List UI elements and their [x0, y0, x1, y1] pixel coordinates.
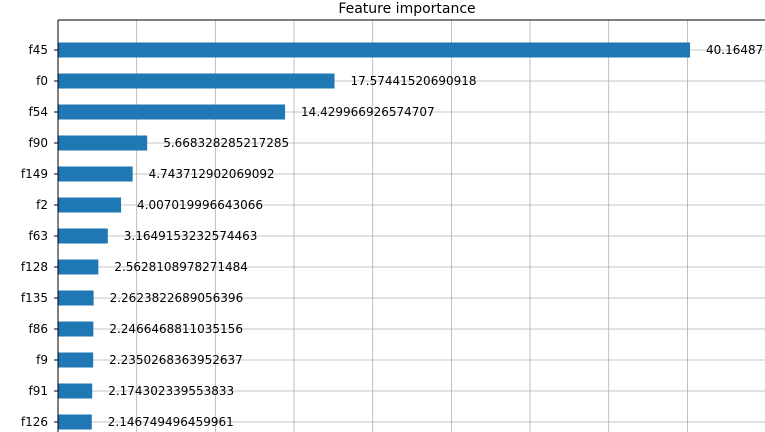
y-tick-labels: f45 f0 f54 f90 f149 f2 f63 f128 f135 f86 f9 f91 f126: [21, 43, 48, 429]
bar-f149: [58, 166, 133, 182]
data-label-f9: 2.2350268363952637: [109, 353, 243, 367]
data-label-f2: 4.007019996643066: [137, 198, 263, 212]
data-label-f91: 2.174302339553833: [108, 384, 234, 398]
bar-f90: [58, 135, 148, 151]
data-label-f128: 2.5628108978271484: [114, 260, 248, 274]
data-label-f54: 14.429966926574707: [301, 105, 435, 119]
data-label-f149: 4.743712902069092: [149, 167, 275, 181]
bar-f2: [58, 197, 122, 213]
y-tick-label-f2: f2: [36, 198, 48, 212]
bar-f128: [58, 259, 99, 275]
data-label-f45: 40.16487: [706, 43, 763, 57]
data-label-f0: 17.57441520690918: [351, 74, 477, 88]
y-tick-label-f126: f126: [21, 415, 48, 429]
bar-f86: [58, 321, 94, 337]
data-labels: 40.16487 17.57441520690918 14.429966926574…: [108, 43, 763, 429]
bar-f63: [58, 228, 108, 244]
data-label-f90: 5.668328285217285: [163, 136, 289, 150]
y-tick-label-f149: f149: [21, 167, 48, 181]
bar-f45: [58, 42, 690, 58]
bar-f9: [58, 352, 94, 368]
y-tick-label-f54: f54: [29, 105, 49, 119]
y-tick-label-f128: f128: [21, 260, 48, 274]
y-tick-label-f91: f91: [29, 384, 49, 398]
y-tick-label-f0: f0: [36, 74, 48, 88]
chart-title: Feature importance: [338, 1, 475, 17]
y-tick-label-f9: f9: [36, 353, 48, 367]
axes: [54, 19, 765, 432]
bar-f0: [58, 73, 335, 89]
data-label-f135: 2.2623822689056396: [110, 291, 244, 305]
y-tick-label-f135: f135: [21, 291, 48, 305]
data-label-f86: 2.2466468811035156: [109, 322, 243, 336]
y-tick-label-f63: f63: [29, 229, 49, 243]
bar-f54: [58, 104, 286, 120]
data-label-f126: 2.146749496459961: [108, 415, 234, 429]
y-tick-label-f45: f45: [29, 43, 49, 57]
bars: [58, 42, 690, 430]
bar-f135: [58, 290, 94, 306]
bar-f126: [58, 414, 92, 430]
bar-f91: [58, 383, 93, 399]
y-tick-label-f86: f86: [29, 322, 49, 336]
data-label-f63: 3.1649153232574463: [124, 229, 258, 243]
y-tick-label-f90: f90: [29, 136, 49, 150]
